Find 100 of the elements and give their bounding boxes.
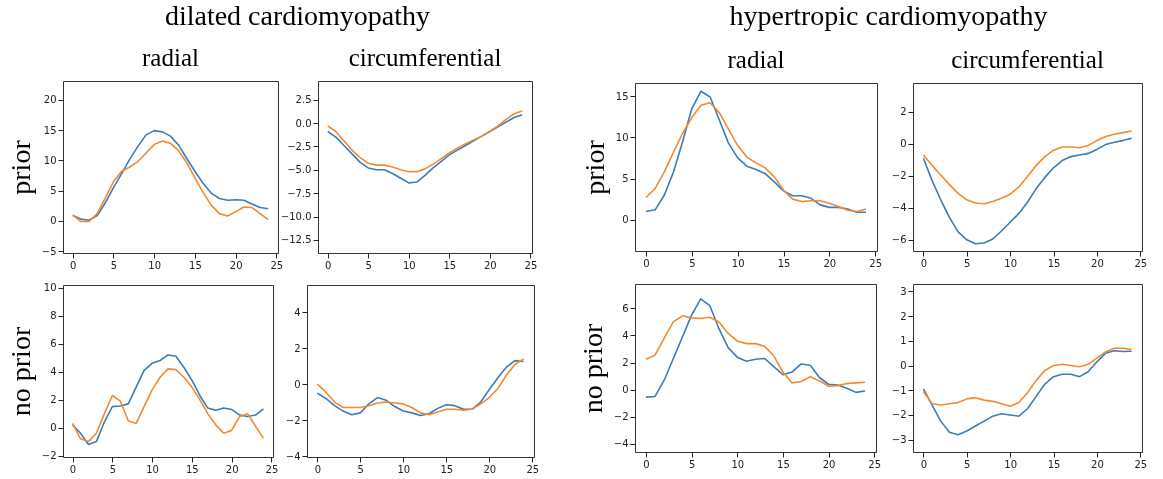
x-tick-label: 20 — [225, 463, 239, 475]
x-tick-label: 15 — [186, 463, 199, 475]
x-tick-label: 5 — [365, 259, 372, 271]
x-tick-label: 15 — [189, 259, 202, 271]
x-tick-label: 10 — [146, 463, 159, 475]
x-tick-label: 20 — [229, 259, 243, 271]
x-tick-label: 20 — [483, 463, 497, 475]
y-tick-label: 4 — [50, 366, 57, 378]
y-tick-label: 0 — [50, 422, 57, 434]
y-tick-label: 6 — [50, 338, 57, 350]
y-tick-label: 15 — [43, 124, 57, 136]
x-tick-label: 10 — [1004, 257, 1018, 269]
y-tick-label: 2 — [900, 310, 907, 322]
y-tick-label: −2 — [613, 411, 629, 423]
y-tick-label: 10 — [43, 282, 57, 294]
x-tick-label: 10 — [397, 463, 411, 475]
y-tick-label: 20 — [43, 94, 57, 106]
y-tick-label: −12.5 — [280, 234, 312, 246]
y-tick-label: 0 — [50, 215, 57, 227]
line-series — [326, 110, 524, 173]
y-tick-label: −10.0 — [280, 211, 312, 223]
x-tick-label: 25 — [868, 458, 882, 470]
y-tick-label: 10 — [43, 154, 57, 166]
x-tick-label: 20 — [483, 259, 497, 271]
x-tick-label: 5 — [964, 458, 971, 470]
line-series — [71, 354, 265, 446]
x-tick-label: 0 — [643, 257, 650, 269]
y-axis-title: no prior — [4, 326, 36, 417]
y-tick-label: 2.5 — [295, 94, 312, 106]
x-tick-label: 20 — [822, 458, 836, 470]
line-series — [71, 368, 265, 443]
chart-title: radial — [727, 46, 785, 73]
x-tick-label: 15 — [443, 259, 457, 271]
x-tick-label: 25 — [1134, 257, 1148, 269]
x-tick-label: 0 — [920, 458, 928, 470]
chart-title: circumferential — [348, 44, 502, 71]
line-series — [326, 113, 524, 184]
y-tick-label: −2.5 — [287, 140, 312, 152]
y-tick-label: 0 — [622, 214, 629, 226]
x-tick-label: 10 — [731, 458, 745, 470]
x-tick-label: 0 — [643, 458, 650, 470]
text: dilated cardiomyopathy — [163, 0, 432, 32]
y-tick-label: −5.0 — [287, 164, 312, 176]
y-tick-label: 5 — [622, 173, 629, 185]
y-tick-label: 4 — [622, 329, 629, 341]
x-tick-label: 10 — [731, 257, 745, 269]
y-tick-label: 0 — [900, 138, 907, 150]
y-tick-label: −2 — [891, 409, 907, 421]
x-tick-label: 25 — [1134, 458, 1148, 470]
y-tick-label: −4 — [613, 438, 629, 450]
x-tick-label: 5 — [110, 259, 118, 271]
line-series — [645, 298, 866, 398]
x-tick-label: 5 — [109, 463, 117, 475]
x-tick-label: 25 — [526, 463, 540, 475]
x-tick-label: 20 — [1091, 458, 1104, 470]
y-tick-label: −6 — [891, 234, 907, 246]
x-tick-label: 5 — [689, 257, 696, 269]
y-tick-label: −4 — [891, 202, 907, 214]
y-tick-label: 0.0 — [295, 117, 312, 129]
y-tick-label: 8 — [50, 310, 57, 322]
y-tick-label: −1 — [891, 384, 907, 396]
y-tick-label: 10 — [615, 131, 629, 143]
x-tick-label: 15 — [777, 257, 791, 269]
x-tick-label: 5 — [964, 257, 971, 269]
x-tick-label: 15 — [1047, 458, 1061, 470]
chart-title: radial — [142, 44, 199, 71]
y-tick-label: −7.5 — [287, 187, 312, 199]
y-tick-label: 2 — [50, 394, 57, 406]
x-tick-label: 25 — [524, 259, 538, 271]
y-tick-label: −4 — [285, 450, 301, 462]
x-tick-label: 25 — [869, 257, 883, 269]
y-tick-label: 2 — [622, 357, 629, 369]
y-tick-label: 2 — [294, 342, 301, 354]
y-tick-label: −2 — [41, 450, 57, 462]
x-tick-label: 0 — [920, 257, 928, 269]
x-tick-label: 0 — [69, 463, 77, 475]
x-tick-label: 25 — [265, 463, 279, 475]
y-tick-label: 15 — [615, 90, 629, 102]
y-tick-label: −2 — [285, 414, 301, 426]
y-tick-label: 2 — [900, 106, 907, 118]
x-tick-label: 20 — [823, 257, 837, 269]
y-tick-label: −2 — [891, 170, 907, 182]
x-tick-label: 15 — [1047, 257, 1061, 269]
y-axis-title: prior — [578, 139, 610, 195]
x-tick-label: 0 — [70, 259, 77, 271]
x-tick-label: 10 — [148, 259, 162, 271]
y-axis-title: no prior — [576, 323, 608, 414]
x-tick-label: 20 — [1091, 257, 1104, 269]
chart-title: circumferential — [951, 46, 1104, 73]
x-tick-label: 0 — [314, 463, 322, 475]
y-tick-label: 5 — [50, 185, 57, 197]
line-series — [922, 347, 1133, 408]
y-tick-label: 0 — [294, 378, 301, 390]
x-tick-label: 10 — [1004, 458, 1018, 470]
line-series — [922, 349, 1133, 436]
x-tick-label: 5 — [688, 458, 696, 470]
x-tick-label: 15 — [777, 458, 790, 470]
x-tick-label: 5 — [357, 463, 364, 475]
y-tick-label: 0 — [900, 360, 907, 372]
line-series — [922, 130, 1133, 205]
